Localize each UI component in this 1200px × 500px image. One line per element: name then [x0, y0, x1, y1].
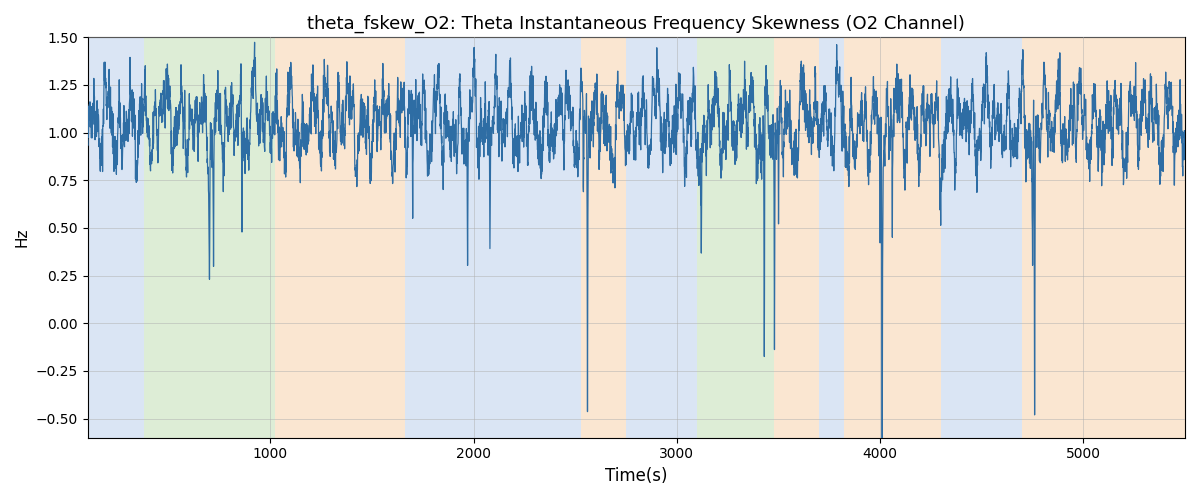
Y-axis label: Hz: Hz — [14, 228, 30, 248]
Bar — [820, 38, 844, 438]
Bar — [275, 38, 404, 438]
Bar — [844, 38, 941, 438]
Bar — [941, 38, 1022, 438]
X-axis label: Time(s): Time(s) — [605, 467, 667, 485]
Bar — [404, 38, 445, 438]
Bar — [445, 38, 581, 438]
Bar — [144, 38, 275, 438]
Bar — [774, 38, 820, 438]
Bar — [88, 38, 144, 438]
Title: theta_fskew_O2: Theta Instantaneous Frequency Skewness (O2 Channel): theta_fskew_O2: Theta Instantaneous Freq… — [307, 15, 965, 34]
Bar — [688, 38, 697, 438]
Bar — [1022, 38, 1186, 438]
Bar — [581, 38, 626, 438]
Bar — [697, 38, 774, 438]
Bar — [626, 38, 688, 438]
